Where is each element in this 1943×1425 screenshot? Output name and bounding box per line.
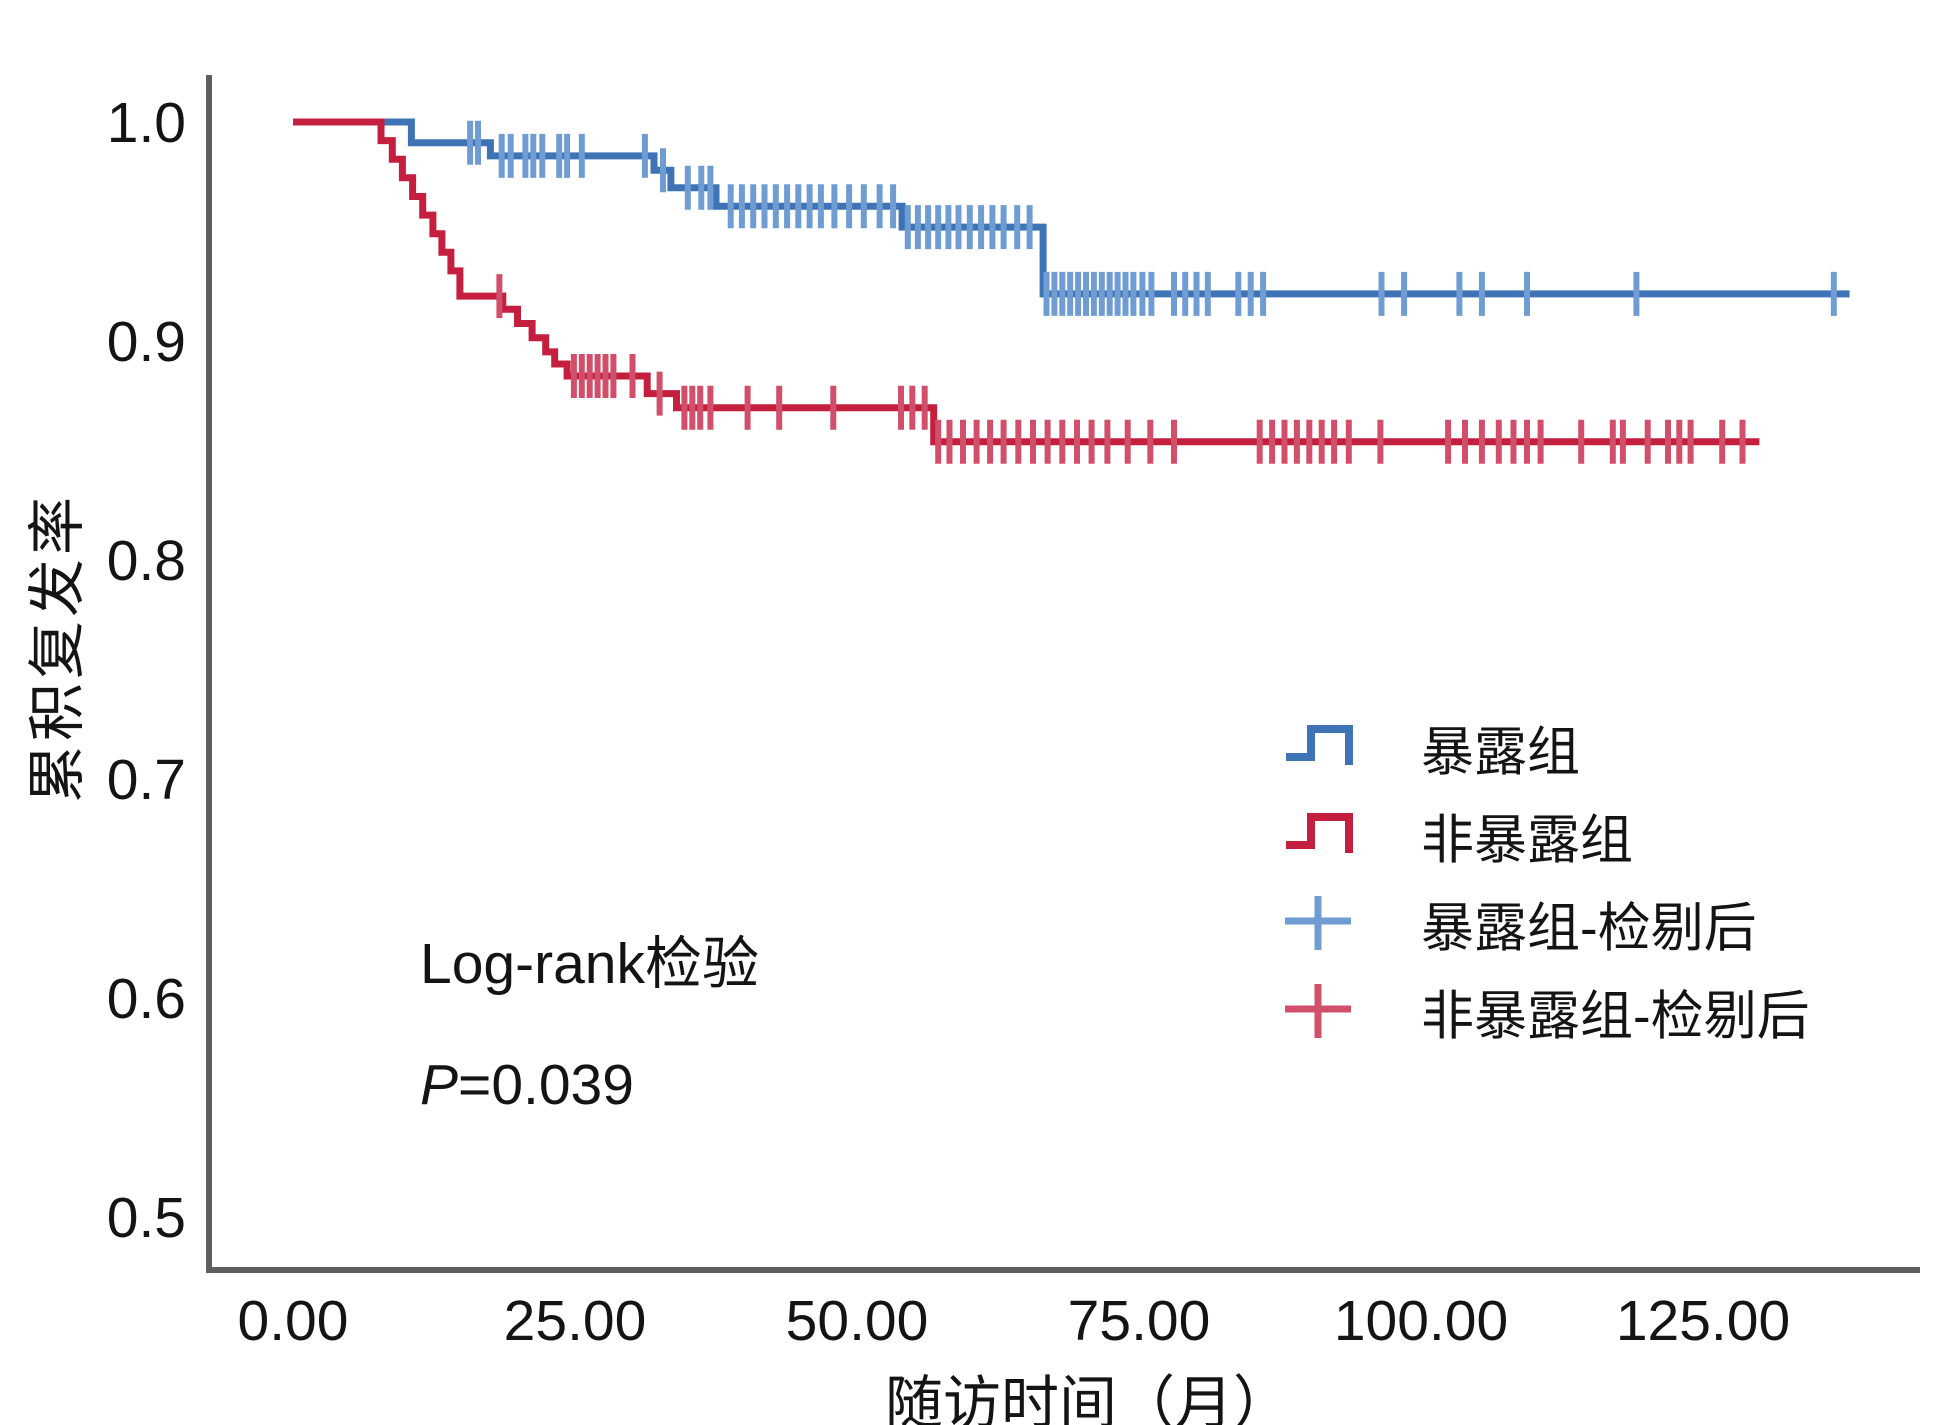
- y-tick-label-1.0: 1.0: [107, 91, 186, 155]
- x-tick-label-125.00: 125.00: [1616, 1289, 1790, 1353]
- legend-item-unexposed-censored: 非暴露组-检剔后: [1283, 968, 1810, 1056]
- legend-label-exposed: 暴露组: [1421, 723, 1580, 782]
- x-tick-label-75.00: 75.00: [1068, 1289, 1211, 1353]
- x-tick-label-100.00: 100.00: [1334, 1289, 1508, 1353]
- y-tick-label-0.9: 0.9: [107, 310, 186, 374]
- logrank-test-label: Log-rank检验: [420, 932, 759, 996]
- legend: 暴露组 非暴露组 暴露组-检剔后 非暴露组-检剔后: [1283, 704, 1810, 1056]
- y-tick-label-0.5: 0.5: [107, 1186, 186, 1250]
- x-axis-title: 随访时间（月）: [884, 1371, 1292, 1425]
- unexposed-step-icon: [1286, 813, 1353, 853]
- axis-lines: [206, 75, 1920, 1273]
- legend-label-unexposed-censored: 非暴露组-检剔后: [1421, 987, 1810, 1046]
- legend-item-exposed: 暴露组: [1283, 704, 1810, 792]
- stat-annotation: Log-rank检验 P=0.039: [420, 918, 759, 1118]
- legend-label-unexposed: 非暴露组: [1421, 811, 1633, 870]
- unexposed-censor-icon: [1285, 984, 1351, 1038]
- y-axis-title: 累积复发率: [25, 492, 90, 804]
- x-tick-label-0.00: 0.00: [238, 1289, 349, 1353]
- exposed-step-icon: [1286, 725, 1353, 765]
- p-value-text: =0.039: [458, 1053, 634, 1117]
- y-tick-label-0.8: 0.8: [107, 529, 186, 593]
- p-symbol: P: [420, 1053, 459, 1117]
- legend-label-exposed-censored: 暴露组-检剔后: [1421, 899, 1757, 958]
- legend-item-exposed-censored: 暴露组-检剔后: [1283, 880, 1810, 968]
- p-value-label: P=0.039: [420, 1052, 759, 1118]
- legend-item-unexposed: 非暴露组: [1283, 792, 1810, 880]
- exposed-censor-icon: [1285, 896, 1351, 950]
- y-tick-label-0.6: 0.6: [107, 967, 186, 1031]
- y-tick-label-0.7: 0.7: [107, 748, 186, 812]
- x-tick-label-50.00: 50.00: [786, 1289, 929, 1353]
- x-tick-label-25.00: 25.00: [504, 1289, 647, 1353]
